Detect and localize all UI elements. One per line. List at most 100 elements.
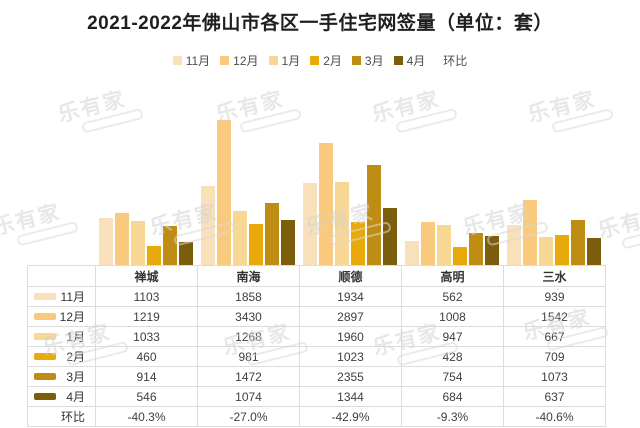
bar-三水-12月 xyxy=(523,200,537,265)
row-swatch-icon xyxy=(34,353,56,360)
bar-高明-3月 xyxy=(469,233,483,265)
table-row-环比: 环比 -40.3% -27.0% -42.9% -9.3% -40.6% xyxy=(27,406,606,427)
legend-item-2月: 2月 xyxy=(310,52,342,69)
value-cell-2月-禅城: 460 xyxy=(95,346,198,367)
legend-swatch-icon xyxy=(393,55,403,65)
legend-swatch-icon xyxy=(220,55,230,65)
bar-禅城-4月 xyxy=(179,242,193,265)
bar-禅城-2月 xyxy=(147,246,161,265)
column-header-三水: 三水 xyxy=(503,265,606,287)
row-label: 环比 xyxy=(60,410,85,424)
value-cell-2月-三水: 709 xyxy=(503,346,606,367)
value-cell-3月-顺德: 2355 xyxy=(299,366,402,387)
value-cell-2月-南海: 981 xyxy=(197,346,300,367)
row-label: 2月 xyxy=(66,350,85,364)
bar-group-高明 xyxy=(401,85,503,265)
table-corner-cell xyxy=(27,265,96,287)
legend-swatch-icon xyxy=(351,55,361,65)
value-cell-环比-南海: -27.0% xyxy=(197,406,300,427)
bar-三水-3月 xyxy=(571,220,585,265)
row-label-cell: 1月 xyxy=(27,326,96,347)
row-swatch-icon xyxy=(34,293,56,300)
table-row-1月: 1月 1033 1268 1960 947 667 xyxy=(27,326,606,347)
row-swatch-icon xyxy=(34,393,56,400)
legend-item-3月: 3月 xyxy=(351,52,384,69)
value-cell-11月-三水: 939 xyxy=(503,286,606,307)
row-label-cell: 2月 xyxy=(27,346,96,367)
value-cell-3月-高明: 754 xyxy=(401,366,504,387)
bar-顺德-11月 xyxy=(303,183,317,265)
bar-三水-2月 xyxy=(555,235,569,265)
chart-legend: 11月 12月 1月 2月 3月 4月 环比 xyxy=(0,52,640,68)
bar-group-三水 xyxy=(503,85,605,265)
value-cell-1月-高明: 947 xyxy=(401,326,504,347)
legend-item-4月: 4月 xyxy=(393,52,426,69)
legend-item-11月: 11月 xyxy=(172,52,211,69)
bar-高明-4月 xyxy=(485,236,499,265)
legend-label: 4月 xyxy=(406,53,426,68)
legend-item-1月: 1月 xyxy=(268,52,301,69)
value-cell-3月-三水: 1073 xyxy=(503,366,606,387)
watermark-pill xyxy=(621,223,640,250)
row-label-cell: 环比 xyxy=(27,406,96,427)
row-label-cell: 4月 xyxy=(27,386,96,407)
data-table-wrap: 禅城 南海 顺德 高明 三水 11月 1103 1858 1934 562 939 12月 1219 34… xyxy=(27,265,606,427)
legend-swatch-icon xyxy=(268,55,278,65)
bar-三水-4月 xyxy=(587,238,601,265)
value-cell-环比-高明: -9.3% xyxy=(401,406,504,427)
bar-顺德-1月 xyxy=(335,182,349,265)
bar-禅城-3月 xyxy=(163,226,177,265)
value-cell-12月-三水: 1542 xyxy=(503,306,606,327)
legend-label: 11月 xyxy=(185,53,211,68)
bar-顺德-2月 xyxy=(351,222,365,265)
bar-group-顺德 xyxy=(299,85,401,265)
value-cell-2月-高明: 428 xyxy=(401,346,504,367)
row-label: 4月 xyxy=(66,390,85,404)
value-cell-环比-三水: -40.6% xyxy=(503,406,606,427)
value-cell-12月-顺德: 2897 xyxy=(299,306,402,327)
value-cell-1月-顺德: 1960 xyxy=(299,326,402,347)
value-cell-12月-高明: 1008 xyxy=(401,306,504,327)
legend-item-12月: 12月 xyxy=(220,52,259,69)
value-cell-4月-三水: 637 xyxy=(503,386,606,407)
column-header-高明: 高明 xyxy=(401,265,504,287)
value-cell-4月-高明: 684 xyxy=(401,386,504,407)
bar-顺德-3月 xyxy=(367,165,381,265)
row-swatch-icon xyxy=(34,373,56,380)
table-row-12月: 12月 1219 3430 2897 1008 1542 xyxy=(27,306,606,327)
bar-禅城-12月 xyxy=(115,213,129,265)
value-cell-2月-顺德: 1023 xyxy=(299,346,402,367)
value-cell-3月-禅城: 914 xyxy=(95,366,198,387)
bar-高明-11月 xyxy=(405,241,419,265)
column-header-顺德: 顺德 xyxy=(299,265,402,287)
row-label: 3月 xyxy=(66,370,85,384)
legend-item-huanbi: 环比 xyxy=(443,53,468,68)
value-cell-4月-南海: 1074 xyxy=(197,386,300,407)
bar-group-禅城 xyxy=(95,85,197,265)
table-row-11月: 11月 1103 1858 1934 562 939 xyxy=(27,286,606,307)
bar-三水-11月 xyxy=(507,225,521,265)
data-table: 禅城 南海 顺德 高明 三水 11月 1103 1858 1934 562 939 12月 1219 34… xyxy=(27,265,606,427)
row-swatch-icon xyxy=(34,333,56,340)
bar-高明-2月 xyxy=(453,247,467,265)
value-cell-环比-顺德: -42.9% xyxy=(299,406,402,427)
chart-title: 2021-2022年佛山市各区一手住宅网签量（单位：套） xyxy=(87,13,553,34)
bar-高明-1月 xyxy=(437,225,451,265)
row-label: 1月 xyxy=(66,330,85,344)
bar-南海-12月 xyxy=(217,120,231,265)
bar-顺德-4月 xyxy=(383,208,397,265)
value-cell-12月-禅城: 1219 xyxy=(95,306,198,327)
legend-label: 3月 xyxy=(364,53,384,68)
bar-禅城-1月 xyxy=(131,221,145,265)
bar-顺德-12月 xyxy=(319,143,333,265)
value-cell-环比-禅城: -40.3% xyxy=(95,406,198,427)
legend-label: 1月 xyxy=(281,53,301,68)
row-swatch-icon xyxy=(34,313,56,320)
table-header-row: 禅城 南海 顺德 高明 三水 xyxy=(27,265,606,287)
row-label: 12月 xyxy=(59,310,85,324)
bar-南海-2月 xyxy=(249,224,263,265)
column-header-禅城: 禅城 xyxy=(95,265,198,287)
row-label-cell: 3月 xyxy=(27,366,96,387)
bar-禅城-11月 xyxy=(99,218,113,265)
